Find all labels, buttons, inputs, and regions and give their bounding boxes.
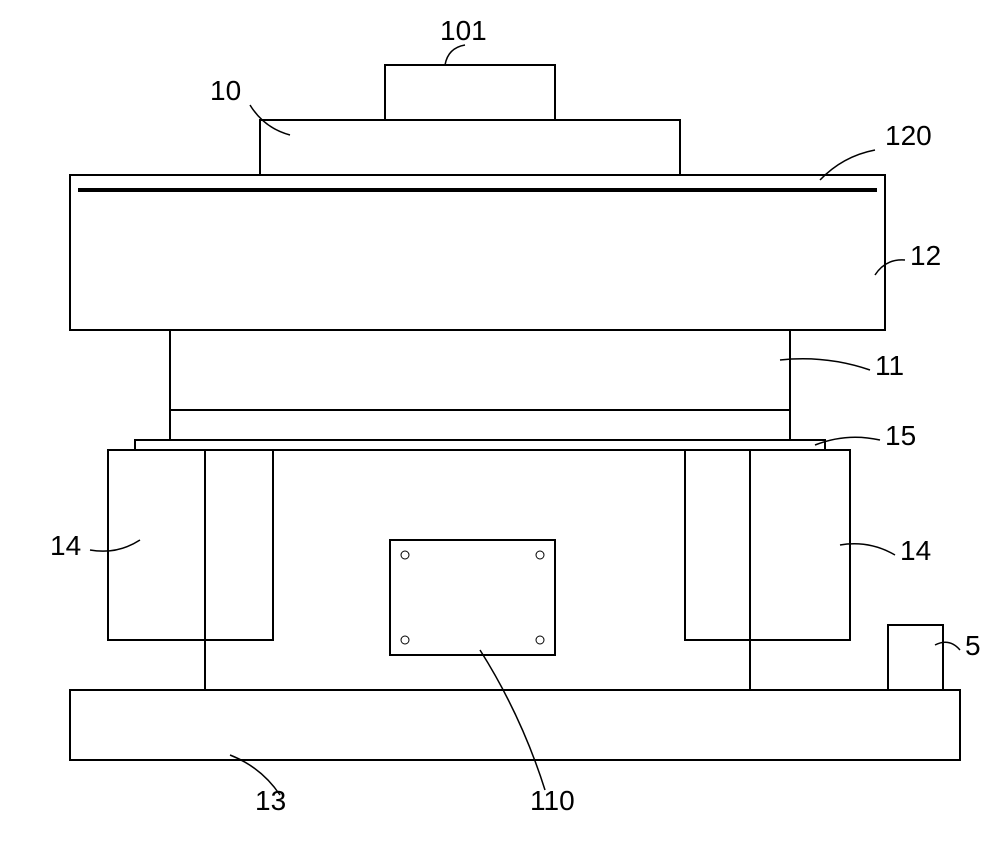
label-13: 13 (255, 785, 286, 816)
label-101: 101 (440, 15, 487, 46)
leader-14L (90, 540, 140, 551)
panel-screw-hole (401, 636, 409, 644)
part-top-mid (260, 120, 680, 175)
leader-12 (875, 260, 905, 275)
label-15: 15 (885, 420, 916, 451)
part-main-top (70, 175, 885, 330)
part-top-small (385, 65, 555, 120)
part-base (70, 690, 960, 760)
part-thin-plate (135, 440, 825, 450)
leader-11 (780, 359, 870, 370)
panel-screw-hole (401, 551, 409, 559)
leader-110 (480, 650, 545, 790)
label-14R: 14 (900, 535, 931, 566)
label-5: 5 (965, 630, 981, 661)
part-small-right (888, 625, 943, 690)
panel-screw-hole (536, 551, 544, 559)
part-right-box (685, 450, 850, 640)
label-110: 110 (530, 785, 575, 816)
label-12: 12 (910, 240, 941, 271)
part-left-box (108, 450, 273, 640)
leader-14R (840, 544, 895, 555)
leader-5 (935, 642, 960, 650)
label-11: 11 (875, 350, 904, 381)
part-neck (170, 330, 790, 410)
panel-screw-hole (536, 636, 544, 644)
part-panel (390, 540, 555, 655)
leader-101 (445, 45, 465, 65)
diagram-canvas: 101 10 120 12 11 15 14 14 5 13 110 (0, 0, 1000, 850)
label-120: 120 (885, 120, 932, 151)
label-10: 10 (210, 75, 241, 106)
label-14L: 14 (50, 530, 81, 561)
part-neck-bottom (170, 410, 790, 440)
